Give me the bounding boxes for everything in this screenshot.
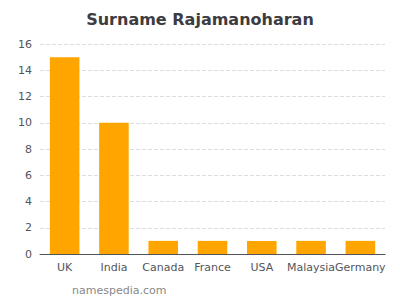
svg-text:France: France xyxy=(194,261,231,274)
svg-text:0: 0 xyxy=(25,248,32,261)
svg-text:4: 4 xyxy=(25,195,32,208)
svg-text:UK: UK xyxy=(57,261,73,274)
svg-text:2: 2 xyxy=(25,221,32,234)
svg-text:Surname Rajamanoharan: Surname Rajamanoharan xyxy=(86,10,314,29)
svg-text:12: 12 xyxy=(18,90,32,103)
svg-text:Canada: Canada xyxy=(142,261,184,274)
svg-text:Germany: Germany xyxy=(335,261,386,274)
svg-text:16: 16 xyxy=(18,38,32,51)
svg-text:6: 6 xyxy=(25,169,32,182)
svg-text:14: 14 xyxy=(18,64,32,77)
svg-text:8: 8 xyxy=(25,143,32,156)
svg-text:India: India xyxy=(100,261,127,274)
svg-text:namespedia.com: namespedia.com xyxy=(72,284,166,297)
svg-text:USA: USA xyxy=(250,261,273,274)
svg-text:10: 10 xyxy=(18,116,32,129)
svg-text:Malaysia: Malaysia xyxy=(287,261,335,274)
